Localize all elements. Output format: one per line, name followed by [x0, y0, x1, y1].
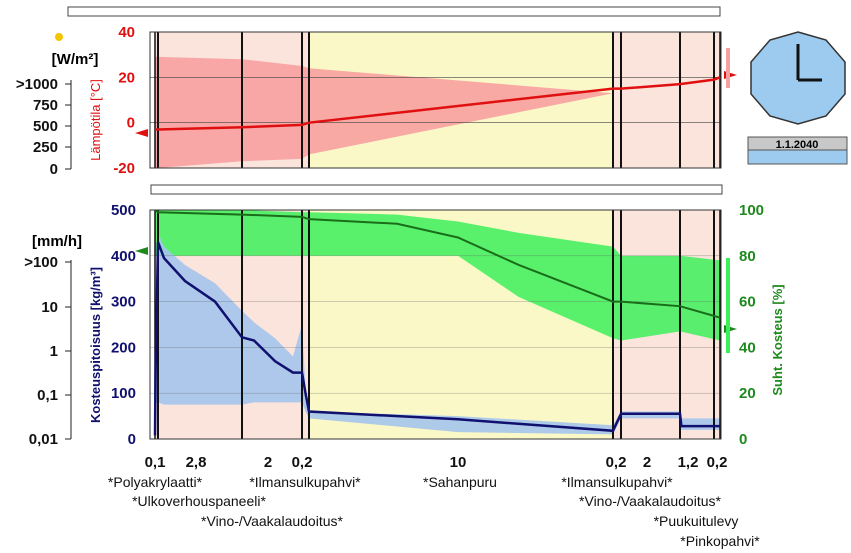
temperature-axis-label: Lämpötila [°C]	[88, 79, 103, 161]
temperature-panel-frame	[149, 31, 722, 169]
layer-name: *Puukuitulevy	[654, 513, 739, 529]
temperature-range-band	[155, 56, 720, 168]
layer-thickness-label: 1,2	[678, 454, 699, 471]
top-temperature-strip	[67, 6, 721, 17]
layer-name: *Ilmansulkupahvi*	[249, 474, 361, 490]
rain-tick-label: >100	[24, 254, 58, 271]
layer-names: *Polyakrylaatti* *Ulkoverhouspaneeli* *Vin…	[108, 474, 760, 549]
layer-thickness-label: 0,1	[145, 454, 166, 471]
layer-name: *Ilmansulkupahvi*	[561, 474, 673, 490]
moisture-tick-label: 200	[111, 339, 136, 356]
temperature-tick-label: 0	[127, 115, 135, 132]
layer-name: *Sahanpuru	[423, 474, 497, 490]
moisture-tick-label: 0	[128, 431, 136, 448]
range-band	[155, 232, 720, 439]
temperature-axis: 40 20 0 -20 Lämpötila [°C]	[88, 24, 148, 177]
layer-thickness-label: 2	[264, 454, 272, 471]
layer-fill	[613, 32, 621, 168]
moisture-axis-label: Kosteuspitoisuus [kg/m³]	[88, 267, 103, 423]
rh-tick-label: 40	[739, 339, 756, 356]
irradiance-tick-label: 250	[33, 139, 58, 156]
rh-tick-label: 100	[739, 202, 764, 219]
date-box: 1.1.2040	[747, 136, 848, 165]
layer-thickness-label: 0,2	[707, 454, 728, 471]
rh-axis-label: Suht. Kosteus [%]	[770, 284, 785, 395]
sun-icon	[55, 33, 63, 41]
bottom-moisture-strip	[150, 184, 723, 195]
moisture-range-band	[155, 232, 720, 439]
range-band	[155, 56, 720, 168]
layer-name: *Vino-/Vaakalaudoitus*	[579, 493, 721, 509]
rain-tick-label: 0,01	[29, 431, 58, 448]
left-rh-marker-icon	[135, 247, 148, 255]
irradiance-tick-label: 750	[33, 97, 58, 114]
rh-tick-label: 60	[739, 294, 756, 311]
irradiance-axis: [W/m²] >1000 750 500 250 0	[16, 33, 98, 178]
layer-fill	[302, 210, 309, 439]
right-temp-marker-icon	[724, 71, 737, 79]
layer-fill	[680, 32, 714, 168]
layer-thickness-label: 2,8	[186, 454, 207, 471]
rh-range-band	[155, 210, 720, 341]
moisture-tick-label: 100	[111, 385, 136, 402]
rain-tick-label: 10	[41, 299, 58, 316]
rh-axis: 100 80 60 40 20 0 Suht. Kosteus [%]	[724, 202, 785, 448]
layer-fill	[714, 32, 720, 168]
irradiance-unit: [W/m²]	[52, 51, 99, 68]
layer-name: *Ulkoverhouspaneeli*	[132, 493, 266, 509]
moisture-tick-label: 400	[111, 248, 136, 265]
layer-thickness-label: 0,2	[606, 454, 627, 471]
layer-thickness-label: 10	[450, 454, 467, 471]
rain-tick-label: 1	[50, 343, 58, 360]
rh-tick-label: 80	[739, 248, 756, 265]
layer-boundaries	[154, 32, 721, 439]
series-lines	[153, 76, 721, 436]
rain-unit: [mm/h]	[32, 233, 82, 250]
irradiance-tick-label: 0	[50, 161, 58, 178]
clock-icon	[750, 31, 846, 125]
rain-tick-label: 0,1	[37, 387, 58, 404]
right-rh-marker-icon	[724, 325, 737, 333]
temperature-tick-label: -20	[113, 160, 135, 177]
moisture-line	[153, 241, 720, 436]
layer-name: *Pinkopahvi*	[680, 533, 760, 549]
layer-fill	[621, 32, 680, 168]
left-temp-marker-icon	[135, 129, 148, 137]
layer-name: *Polyakrylaatti*	[108, 474, 203, 490]
moisture-panel-frame	[149, 209, 722, 440]
moisture-axis: 500 400 300 200 100 0 Kosteuspitoisuus [kg/m³…	[88, 202, 148, 448]
moisture-tick-label: 300	[111, 294, 136, 311]
rh-tick-label: 0	[739, 431, 747, 448]
layer-thickness-labels: 0,1 2,8 2 0,2 10 0,2 2 1,2 0,2	[145, 454, 728, 471]
temperature-line	[155, 76, 721, 131]
temperature-tick-label: 20	[118, 69, 135, 86]
layer-thickness-label: 0,2	[292, 454, 313, 471]
temperature-tick-label: 40	[118, 24, 135, 41]
layer-name: *Vino-/Vaakalaudoitus*	[201, 513, 343, 529]
range-band	[155, 210, 720, 341]
rain-axis: [mm/h] >100 10 1 0,1 0,01	[24, 233, 82, 448]
rh-tick-label: 20	[739, 385, 756, 402]
irradiance-tick-label: >1000	[16, 76, 58, 93]
rh-line	[154, 209, 721, 319]
moisture-tick-label: 500	[111, 202, 136, 219]
layer-thickness-label: 2	[643, 454, 651, 471]
irradiance-tick-label: 500	[33, 118, 58, 135]
date-label: 1.1.2040	[776, 139, 819, 151]
